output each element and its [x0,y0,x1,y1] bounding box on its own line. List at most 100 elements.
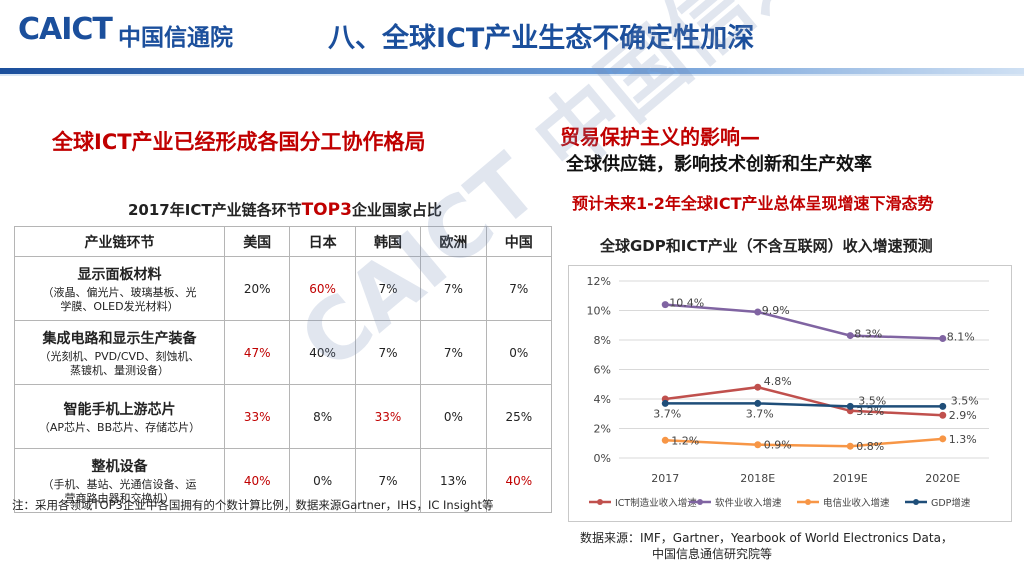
ict-share-table: 产业链环节 美国 日本 韩国 欧洲 中国 显示面板材料 （液晶、偏光片、玻璃基板、… [14,226,553,513]
table-caption: 2017年ICT产业链各环节TOP3企业国家占比 [128,199,442,220]
share-cell: 60% [289,256,356,321]
page-title: 八、全球ICT产业生态不确定性加深 [328,23,755,54]
col-header: 欧洲 [420,226,487,257]
segment-detail: （AP芯片、BB芯片、存储芯片） [38,420,201,434]
data-label: 8.3% [854,328,882,341]
table-footnote: 注：采用各领域TOP3企业中各国拥有的个数计算比例，数据来源Gartner，IH… [12,498,494,512]
data-label: 1.3% [949,433,977,446]
y-tick-label: 6% [594,364,611,377]
share-cell: 8% [289,384,356,449]
share-cell: 47% [223,320,291,385]
share-cell: 13% [420,448,487,513]
share-cell: 25% [485,384,553,449]
segment-title: 整机设备 [91,458,148,475]
table-row: 显示面板材料 （液晶、偏光片、玻璃基板、光 学膜、OLED发光材料） 20% 60% 7%… [14,256,553,321]
col-header: 韩国 [354,226,422,257]
data-label: 3.5% [951,394,979,407]
chart-svg: 0% 2% 4% 6% 8% 10% 12% 2017 2018E 2019E 2020E 4.8% 3… [587,275,989,509]
data-label: 2.9% [949,409,977,422]
share-cell: 0% [485,320,553,385]
segment-detail: 营商路由器和交换机） [64,491,175,505]
data-label: 4.8% [764,375,792,388]
table-row: 整机设备 （手机、基站、光通信设备、运 营商路由器和交换机） 40% 0% 7% 13% 40… [14,448,553,513]
data-point [939,411,947,419]
share-cell: 33% [354,384,422,449]
forecast-statement: 预计未来1-2年全球ICT产业总体呈现增速下滑态势 [572,194,934,213]
data-point [846,332,854,340]
legend-marker [597,499,603,505]
col-header: 中国 [485,226,553,257]
share-cell: 0% [289,448,356,513]
data-label: 3.5% [858,394,886,407]
segment-title: 智能手机上游芯片 [63,401,176,418]
segment-cell: 智能手机上游芯片 （AP芯片、BB芯片、存储芯片） [14,384,225,449]
caption-prefix: 2017年ICT产业链各环节 [128,201,302,219]
series-line [665,385,943,417]
caict-logo: CAICT [18,12,113,47]
share-cell: 7% [420,320,487,385]
data-point [661,399,669,407]
legend-label: 软件业收入增速 [715,497,782,509]
header-divider [0,68,1024,74]
supply-chain-subheading: 全球供应链，影响技术创新和生产效率 [566,154,872,175]
legend-label: 电信业收入增速 [823,497,890,509]
legend-marker [805,499,811,505]
data-point [661,301,669,309]
series-line [665,402,943,408]
segment-detail: （液晶、偏光片、玻璃基板、光 [42,285,197,299]
data-point [754,383,762,391]
data-label: 3.2% [856,405,884,418]
growth-chart: 0% 2% 4% 6% 8% 10% 12% 2017 2018E 2019E 2020E 4.8% 3… [568,265,1012,522]
y-tick-label: 8% [594,334,611,347]
segment-title: 集成电路和显示生产装备 [42,330,197,347]
x-tick-label: 2019E [833,472,868,485]
table-header-row: 产业链环节 美国 日本 韩国 欧洲 中国 [14,226,553,257]
source-line-2: 中国信息通信研究院等 [652,547,773,561]
y-tick-label: 12% [587,275,611,288]
data-point [661,436,669,444]
col-header: 产业链环节 [14,226,225,257]
y-tick-label: 4% [594,393,611,406]
data-point [754,399,762,407]
chart-source: 数据来源：IMF，Gartner，Yearbook of World Elect… [580,530,953,562]
data-point [939,435,947,443]
share-cell: 7% [354,320,422,385]
table-row: 智能手机上游芯片 （AP芯片、BB芯片、存储芯片） 33% 8% 33% 0% 25% [14,384,553,449]
share-cell: 7% [354,256,422,321]
col-header: 日本 [289,226,356,257]
segment-detail: 学膜、OLED发光材料） [60,299,179,313]
y-tick-label: 2% [594,423,611,436]
data-point [754,308,762,316]
segment-title: 显示面板材料 [77,266,162,283]
table-row: 集成电路和显示生产装备 （光刻机、PVD/CVD、刻蚀机、 蒸镀机、量测设备） 47%… [14,320,553,385]
data-point [846,402,854,410]
left-heading: 全球ICT产业已经形成各国分工协作格局 [52,130,426,154]
segment-detail: 蒸镀机、量测设备） [70,363,169,377]
share-cell: 33% [223,384,291,449]
series-line [665,437,943,448]
legend-label: GDP增速 [931,497,971,509]
col-header: 美国 [223,226,291,257]
data-label: 3.7% [746,407,774,420]
legend-marker [913,499,919,505]
data-label: 3.7% [653,407,681,420]
share-cell: 7% [420,256,487,321]
chart-title: 全球GDP和ICT产业（不含互联网）收入增速预测 [600,237,933,255]
data-point [939,402,947,410]
legend-marker [697,499,703,505]
data-label: 0.9% [764,439,792,452]
x-tick-label: 2020E [925,472,960,485]
y-tick-label: 10% [587,305,611,318]
share-cell: 0% [420,384,487,449]
data-label: 8.1% [947,331,975,344]
x-tick-label: 2017 [651,472,679,485]
data-point [846,442,854,450]
trade-protection-heading: 贸易保护主义的影响— [560,125,760,149]
segment-cell: 显示面板材料 （液晶、偏光片、玻璃基板、光 学膜、OLED发光材料） [14,256,225,321]
data-point [754,441,762,449]
header-divider-light [0,74,1024,76]
header: CAICT 中国信通院 八、全球ICT产业生态不确定性加深 [0,0,1024,68]
logo-chinese-name: 中国信通院 [118,25,233,51]
segment-cell: 集成电路和显示生产装备 （光刻机、PVD/CVD、刻蚀机、 蒸镀机、量测设备） [14,320,225,385]
share-cell: 40% [289,320,356,385]
